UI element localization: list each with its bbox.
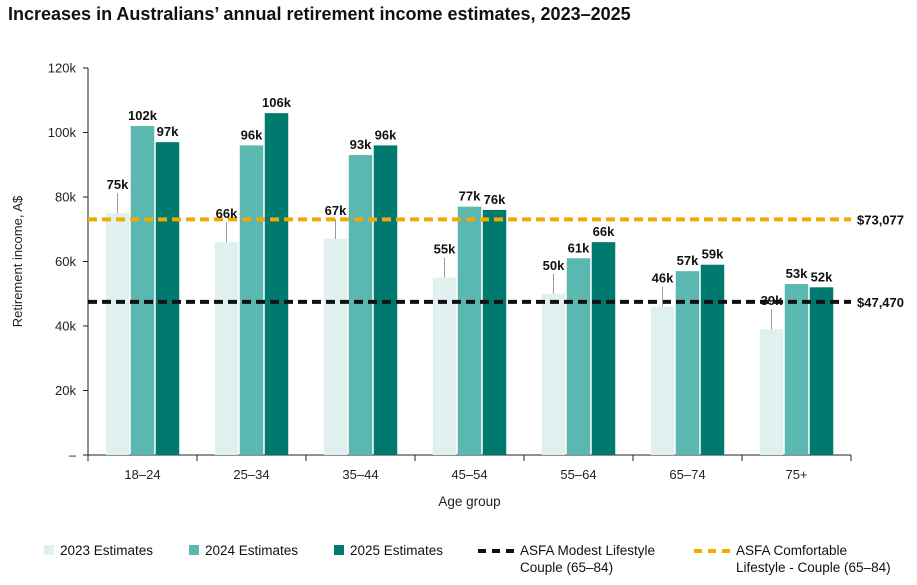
data-label: 66k — [216, 206, 238, 221]
bar — [457, 206, 482, 455]
data-label: 39k — [761, 293, 783, 308]
legend-label-2023: 2023 Estimates — [60, 543, 154, 558]
y-tick-label: 40k — [55, 319, 76, 334]
legend-item-2023: 2023 Estimates — [44, 542, 153, 559]
legend-item-2025: 2025 Estimates — [334, 542, 443, 559]
x-tick-label: 65–74 — [669, 467, 705, 482]
y-axis-label: Retirement income, A$ — [10, 195, 25, 327]
bar — [155, 142, 180, 456]
x-axis-label: Age group — [438, 494, 500, 509]
data-label: 96k — [241, 127, 263, 142]
y-tick-label: 120k — [48, 61, 77, 76]
reference-line-label: $73,077 — [857, 212, 904, 227]
legend-item-modest: ASFA Modest Lifestyle Couple (65–84) — [478, 542, 655, 576]
y-tick-label: 20k — [55, 383, 76, 398]
data-label: 66k — [593, 224, 615, 239]
bar — [566, 258, 591, 455]
data-label: 102k — [128, 108, 158, 123]
legend-swatch-2024 — [189, 545, 199, 555]
x-tick-label: 55–64 — [560, 467, 596, 482]
x-tick-label: 35–44 — [342, 467, 378, 482]
legend-swatch-comfortable — [694, 549, 730, 553]
bar — [323, 238, 348, 455]
data-label: 59k — [702, 247, 724, 262]
y-tick-label: 80k — [55, 190, 76, 205]
bar — [105, 213, 130, 455]
data-label: 61k — [568, 240, 590, 255]
reference-line-label: $47,470 — [857, 295, 904, 310]
data-label: 52k — [811, 269, 833, 284]
legend-swatch-modest — [478, 549, 514, 553]
data-label: 93k — [350, 137, 372, 152]
bar — [214, 242, 239, 455]
data-label: 75k — [107, 177, 129, 192]
bar-chart: – 20k 40k 60k 80k 100k 120k Retirement income, … — [10, 61, 904, 510]
bar — [348, 155, 373, 455]
bar — [591, 242, 616, 455]
legend-item-comfortable: ASFA Comfortable Lifestyle - Couple (65–… — [694, 542, 891, 576]
data-label: 57k — [677, 253, 699, 268]
bar — [239, 145, 264, 455]
bar — [784, 284, 809, 455]
legend-label-2025: 2025 Estimates — [350, 543, 444, 558]
bar — [482, 209, 507, 455]
bars-group — [105, 113, 834, 456]
bar — [650, 306, 675, 455]
data-label: 67k — [325, 203, 347, 218]
bar — [432, 277, 457, 455]
bar — [130, 126, 155, 456]
x-tick-label: 75+ — [785, 467, 807, 482]
x-tick-label: 25–34 — [233, 467, 269, 482]
legend-swatch-2025 — [334, 545, 344, 555]
bar — [264, 113, 289, 456]
data-label: 106k — [262, 95, 292, 110]
data-label: 77k — [459, 189, 481, 204]
bar — [675, 271, 700, 455]
legend-label-modest: ASFA Modest Lifestyle Couple (65–84) — [520, 543, 656, 575]
legend-item-2024: 2024 Estimates — [189, 542, 298, 559]
chart-title: Increases in Australians’ annual retirem… — [8, 4, 631, 24]
y-tick-label: 60k — [55, 254, 76, 269]
data-label: 55k — [434, 242, 456, 257]
legend-label-comfortable: ASFA Comfortable Lifestyle - Couple (65–… — [736, 543, 891, 575]
bar — [541, 293, 566, 455]
data-label: 96k — [375, 127, 397, 142]
legend-swatch-2023 — [44, 545, 54, 555]
data-label: 46k — [652, 271, 674, 286]
x-tick-label: 18–24 — [124, 467, 160, 482]
y-tick-label: – — [69, 448, 77, 463]
legend: 2023 Estimates 2024 Estimates 2025 Estim… — [44, 540, 914, 582]
x-tick-label: 45–54 — [451, 467, 487, 482]
y-tick-label: 100k — [48, 125, 77, 140]
legend-label-2024: 2024 Estimates — [205, 543, 299, 558]
bar — [700, 264, 725, 455]
bar — [809, 287, 834, 455]
data-label: 97k — [157, 124, 179, 139]
data-label: 50k — [543, 258, 565, 273]
bar — [759, 329, 784, 455]
data-label: 76k — [484, 192, 506, 207]
data-label: 53k — [786, 266, 808, 281]
